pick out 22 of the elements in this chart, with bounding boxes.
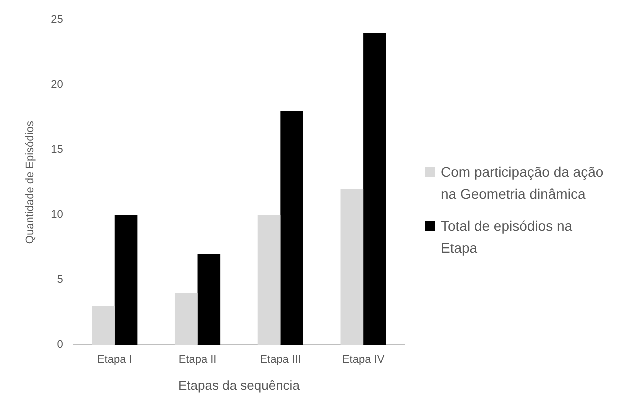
bar: [340, 189, 364, 346]
y-tick-label: 5: [57, 274, 64, 286]
bar: [364, 33, 386, 346]
legend-label: Com participação da ação na Geometria dinâmica: [441, 163, 605, 204]
y-tick-label: 25: [51, 14, 64, 26]
y-axis-title: Quantidade de Episódios: [24, 120, 37, 244]
y-tick-label: 0: [57, 339, 64, 352]
x-tick-label: Etapa I: [97, 354, 132, 366]
bar: [258, 215, 281, 346]
bar: [114, 215, 138, 346]
y-tick-label: 10: [51, 209, 64, 222]
y-tick-label: 15: [51, 144, 64, 156]
bar: [174, 293, 198, 346]
x-tick-label: Etapa IV: [342, 354, 386, 366]
x-tick-label: Etapa II: [178, 354, 217, 366]
bar: [280, 111, 304, 346]
bar: [92, 306, 115, 346]
legend-label: Total de episódios na Etapa: [441, 217, 574, 258]
x-tick-label: Etapa III: [260, 354, 302, 366]
y-tick-label: 20: [51, 79, 64, 92]
bar: [198, 254, 221, 346]
x-axis-title: Etapas da sequência: [178, 378, 301, 393]
